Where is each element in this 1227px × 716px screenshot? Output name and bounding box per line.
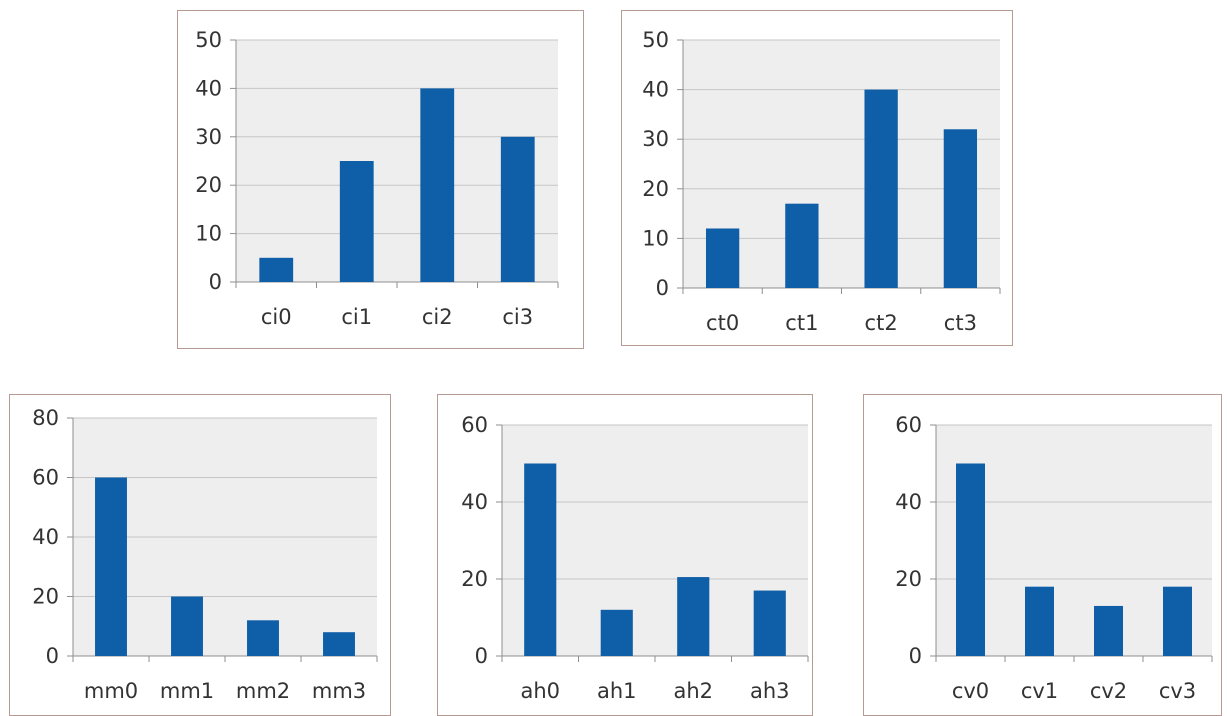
bar-ct2: [864, 89, 898, 288]
bar-chart-3: 0 20 40 60 80 mm0 mm1 mm2 mm3: [32, 406, 378, 703]
y-tick-label: 60: [461, 413, 488, 437]
y-tick-label: 40: [895, 490, 922, 514]
x-category-label: cv3: [1159, 679, 1196, 703]
bar-ct1: [785, 203, 819, 288]
y-tick-label: 20: [32, 585, 59, 609]
x-category-label: ci2: [422, 305, 453, 329]
y-tick-label: 60: [895, 413, 922, 437]
bar-ci0: [259, 257, 294, 282]
chart-panel-4: 0 20 40 60 ah0 ah1 ah2 ah3: [437, 394, 813, 716]
bar-chart-1: 0 10 20 30 40 50 ci0 ci1 ci2 ci3: [195, 28, 559, 329]
y-tick-label: 0: [656, 276, 669, 300]
x-category-label: ci0: [261, 305, 292, 329]
y-tick-label: 0: [209, 270, 222, 294]
x-category-label: ct1: [785, 311, 818, 335]
x-category-label: ah2: [673, 679, 713, 703]
bar-ah2: [677, 577, 710, 656]
y-tick-label: 20: [895, 567, 922, 591]
bar-cv0: [956, 463, 985, 656]
y-tick-label: 40: [195, 76, 222, 100]
y-tick-label: 0: [909, 644, 922, 668]
y-tick-label: 80: [32, 406, 59, 430]
bar-cv2: [1094, 605, 1123, 656]
y-tick-label: 10: [195, 222, 222, 246]
x-category-label: ah3: [750, 679, 790, 703]
x-category-label: ah0: [520, 679, 560, 703]
x-category-label: ah1: [597, 679, 637, 703]
bar-ci2: [420, 88, 455, 283]
bar-cv3: [1163, 586, 1192, 656]
x-category-label: cv2: [1090, 679, 1127, 703]
y-tick-label: 60: [32, 466, 59, 490]
x-category-label: mm2: [236, 679, 290, 703]
y-tick-label: 20: [642, 177, 669, 201]
y-tick-label: 10: [642, 226, 669, 250]
bar-chart-5: 0 20 40 60 cv0 cv1 cv2 cv3: [895, 413, 1213, 703]
y-tick-label: 40: [461, 490, 488, 514]
bar-ci3: [500, 136, 535, 282]
y-tick-label: 30: [195, 125, 222, 149]
x-category-label: cv0: [952, 679, 989, 703]
bar-mm1: [171, 596, 203, 656]
x-category-label: ct3: [944, 311, 977, 335]
bar-ah0: [524, 463, 557, 656]
y-tick-label: 0: [475, 644, 488, 668]
bar-mm0: [95, 477, 127, 656]
bar-mm3: [323, 632, 355, 656]
y-tick-label: 50: [195, 28, 222, 52]
x-category-label: ci1: [341, 305, 372, 329]
chart-panel-1: 0 10 20 30 40 50 ci0 ci1 ci2 ci3: [177, 10, 584, 349]
bar-mm2: [247, 620, 279, 656]
bar-ci1: [339, 161, 374, 282]
bar-ct0: [705, 228, 740, 288]
y-tick-label: 20: [195, 173, 222, 197]
x-category-label: cv1: [1021, 679, 1058, 703]
y-tick-label: 50: [642, 28, 669, 52]
x-category-label: mm1: [160, 679, 214, 703]
bar-ah3: [753, 590, 786, 656]
x-category-label: ct2: [865, 311, 898, 335]
chart-panel-5: 0 20 40 60 cv0 cv1 cv2 cv3: [863, 394, 1222, 716]
y-tick-label: 20: [461, 567, 488, 591]
x-category-label: mm0: [84, 679, 138, 703]
x-category-label: ct0: [706, 311, 739, 335]
bar-ct3: [943, 129, 978, 288]
y-tick-label: 40: [642, 78, 669, 102]
bar-ah1: [600, 609, 633, 656]
bar-chart-4: 0 20 40 60 ah0 ah1 ah2 ah3: [461, 413, 809, 703]
x-category-label: ci3: [502, 305, 533, 329]
x-category-label: mm3: [312, 679, 366, 703]
chart-panel-3: 0 20 40 60 80 mm0 mm1 mm2 mm3: [9, 394, 391, 716]
bar-cv1: [1025, 586, 1054, 656]
y-tick-label: 30: [642, 127, 669, 151]
y-tick-label: 0: [46, 644, 59, 668]
y-tick-label: 40: [32, 525, 59, 549]
bar-chart-2: 0 10 20 30 40 50 ct0 ct1 ct2 ct3: [642, 28, 1001, 335]
chart-panel-2: 0 10 20 30 40 50 ct0 ct1 ct2 ct3: [621, 10, 1013, 346]
